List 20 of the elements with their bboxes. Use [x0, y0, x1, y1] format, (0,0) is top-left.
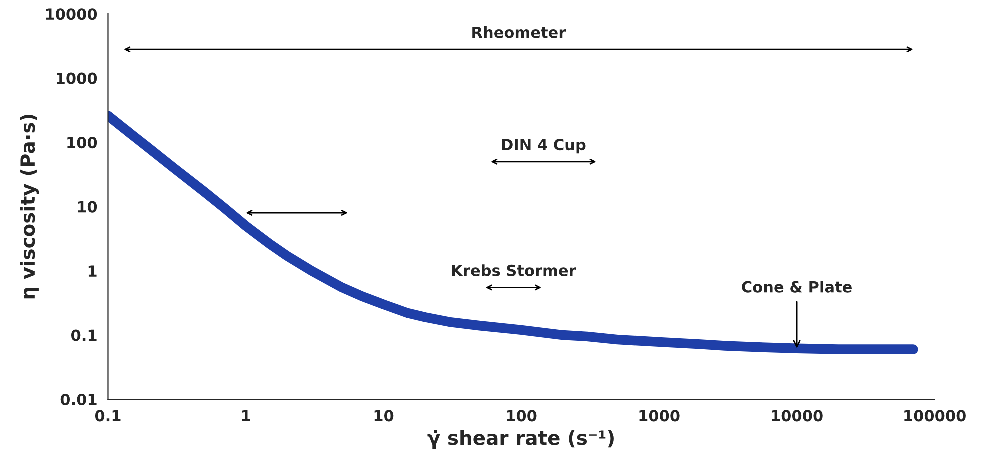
series-label: DIN 4 Cup: [502, 139, 586, 154]
x-tick-label: 10000: [772, 410, 823, 422]
x-tick-label: 100000: [904, 410, 966, 422]
y-tick-label: 100: [68, 137, 98, 149]
y-axis-title: η viscosity (Pa·s): [20, 114, 40, 299]
y-tick-label: 1: [88, 266, 97, 277]
x-tick-label: 1: [242, 410, 250, 422]
y-tick-label: 10000: [46, 8, 98, 20]
x-tick-label: 0.1: [95, 410, 121, 422]
y-tick-label: 1000: [57, 72, 98, 84]
series-label: Rheometer: [472, 26, 566, 38]
x-tick-label: 10: [374, 410, 394, 422]
y-tick-label: 0.01: [60, 394, 97, 406]
x-tick-label: 1000: [640, 410, 680, 422]
y-tick-label: 10: [78, 201, 98, 213]
y-tick-label: 0.1: [71, 330, 97, 342]
x-axis-title: γ̇ shear rate (s⁻¹): [428, 430, 614, 450]
series-label: Krebs Stormer: [452, 264, 576, 276]
x-tick-label: 100: [507, 410, 537, 422]
annotation: Cone & Plate: [742, 281, 852, 293]
